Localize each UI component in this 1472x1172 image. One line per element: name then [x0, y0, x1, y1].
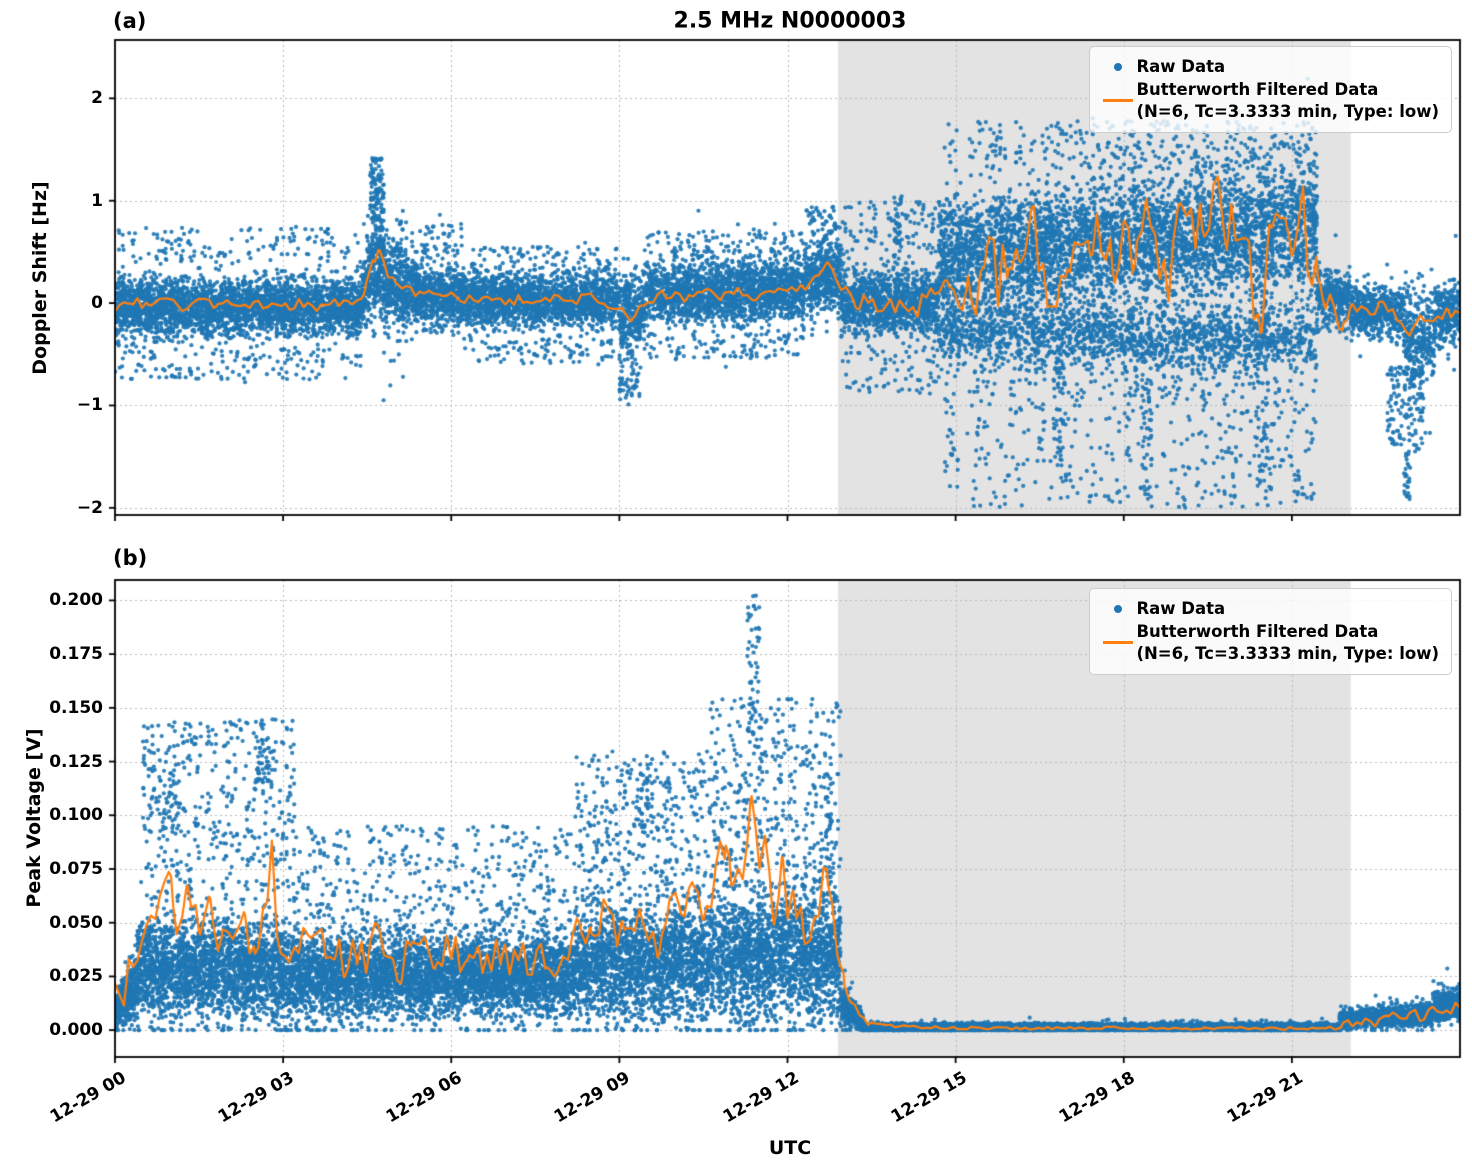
- legend-raw-row-a: Raw Data: [1100, 56, 1439, 77]
- panel-b-label: (b): [113, 546, 148, 570]
- y-tick-label-a: 0: [91, 293, 103, 314]
- raw-data-label-a: Raw Data: [1136, 57, 1226, 76]
- y-tick-label-b: 0.100: [49, 805, 103, 826]
- y-tick-label-a: 2: [91, 88, 103, 109]
- y-tick-label-b: 0.000: [49, 1020, 103, 1041]
- x-axis-label: UTC: [768, 1137, 812, 1159]
- filtered-data-sublabel-a: (N=6, Tc=3.3333 min, Type: low): [1136, 101, 1439, 121]
- filtered-data-marker-a: [1100, 99, 1136, 103]
- legend-raw-row-b: Raw Data: [1100, 598, 1439, 619]
- figure-title: 2.5 MHz N0000003: [673, 8, 907, 34]
- legend-panel-a: Raw Data Butterworth Filtered Data (N=6,…: [1089, 46, 1452, 134]
- y-tick-label-a: −2: [76, 497, 103, 518]
- y-tick-label-a: −1: [76, 395, 103, 416]
- legend-filtered-row-b: Butterworth Filtered Data (N=6, Tc=3.333…: [1100, 621, 1439, 664]
- raw-data-label-b: Raw Data: [1136, 599, 1226, 618]
- y-tick-label-b: 0.025: [49, 966, 103, 987]
- filtered-data-marker-b: [1100, 641, 1136, 645]
- raw-data-marker-b: [1100, 604, 1136, 613]
- raw-data-marker-a: [1100, 62, 1136, 71]
- filtered-data-label-b: Butterworth Filtered Data: [1136, 622, 1379, 642]
- legend-filtered-row-a: Butterworth Filtered Data (N=6, Tc=3.333…: [1100, 79, 1439, 122]
- y-tick-label-b: 0.200: [49, 590, 103, 611]
- y-tick-label-b: 0.150: [49, 697, 103, 718]
- panel-a-label: (a): [113, 9, 147, 33]
- y-tick-label-b: 0.050: [49, 912, 103, 933]
- y-tick-label-a: 1: [91, 190, 103, 211]
- legend-panel-b: Raw Data Butterworth Filtered Data (N=6,…: [1089, 588, 1452, 676]
- y-tick-label-b: 0.175: [49, 644, 103, 665]
- filtered-data-sublabel-b: (N=6, Tc=3.3333 min, Type: low): [1136, 643, 1439, 663]
- y-tick-label-b: 0.125: [49, 751, 103, 772]
- filtered-data-label-a: Butterworth Filtered Data: [1136, 80, 1379, 100]
- y-tick-label-b: 0.075: [49, 858, 103, 879]
